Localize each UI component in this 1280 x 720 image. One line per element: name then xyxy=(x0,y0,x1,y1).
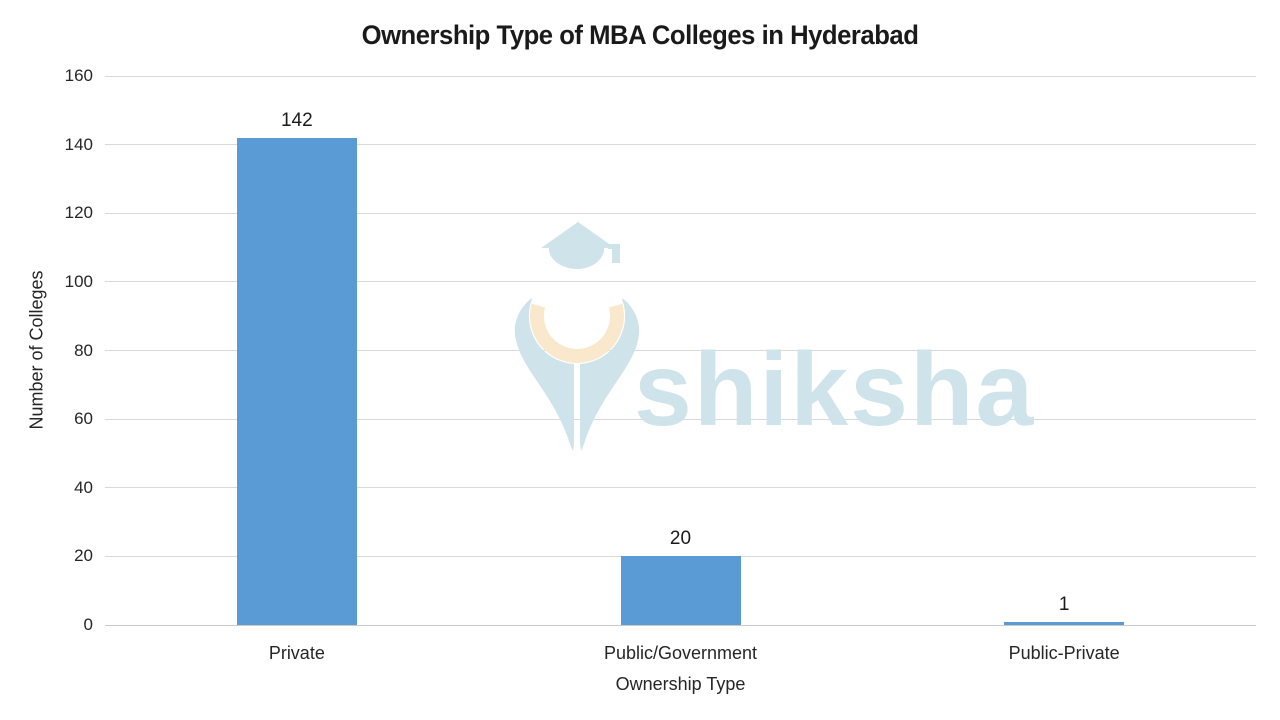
x-tick-label: Public/Government xyxy=(603,643,758,663)
bar-value-label: 142 xyxy=(280,109,313,131)
x-axis-line xyxy=(105,624,1256,626)
bar-public-government xyxy=(620,556,741,625)
y-tick-label: 160 xyxy=(64,66,93,85)
y-tick-label: 60 xyxy=(74,409,93,429)
y-tick-label: 80 xyxy=(74,340,93,360)
gridline xyxy=(105,418,1256,420)
y-tick-label: 0 xyxy=(83,615,93,634)
gridline xyxy=(105,487,1256,489)
y-tick-label: 20 xyxy=(74,546,93,566)
bar-public-private xyxy=(1004,621,1125,625)
watermark-brand-text: shiksha xyxy=(634,332,1036,448)
gridline xyxy=(105,212,1256,214)
y-tick-label: 140 xyxy=(64,134,93,154)
bar-value-label: 1 xyxy=(1058,593,1070,615)
gridline xyxy=(105,144,1256,146)
shiksha-logo-mark xyxy=(514,222,640,451)
y-tick-label: 120 xyxy=(64,203,93,223)
x-axis-title: Ownership Type xyxy=(615,674,746,694)
logo-cap-board xyxy=(541,222,615,248)
logo-right-wing xyxy=(580,298,640,451)
x-tick-label: Private xyxy=(268,643,325,663)
gridline xyxy=(105,75,1256,77)
watermark: shiksha xyxy=(512,218,1033,458)
x-tick-label: Public-Private xyxy=(1008,643,1120,663)
bar-private xyxy=(236,137,357,625)
logo-cap-tassel xyxy=(608,244,620,263)
y-tick-label: 40 xyxy=(74,477,93,497)
logo-cream-crescent xyxy=(530,303,624,363)
chart-title: Ownership Type of MBA Colleges in Hydera… xyxy=(361,20,919,50)
gridline xyxy=(105,281,1256,283)
logo-left-wing xyxy=(514,298,574,451)
logo-cap-dome xyxy=(549,248,604,269)
bar-value-label: 20 xyxy=(669,528,692,550)
y-tick-label: 100 xyxy=(64,271,93,291)
gridline xyxy=(105,350,1256,351)
